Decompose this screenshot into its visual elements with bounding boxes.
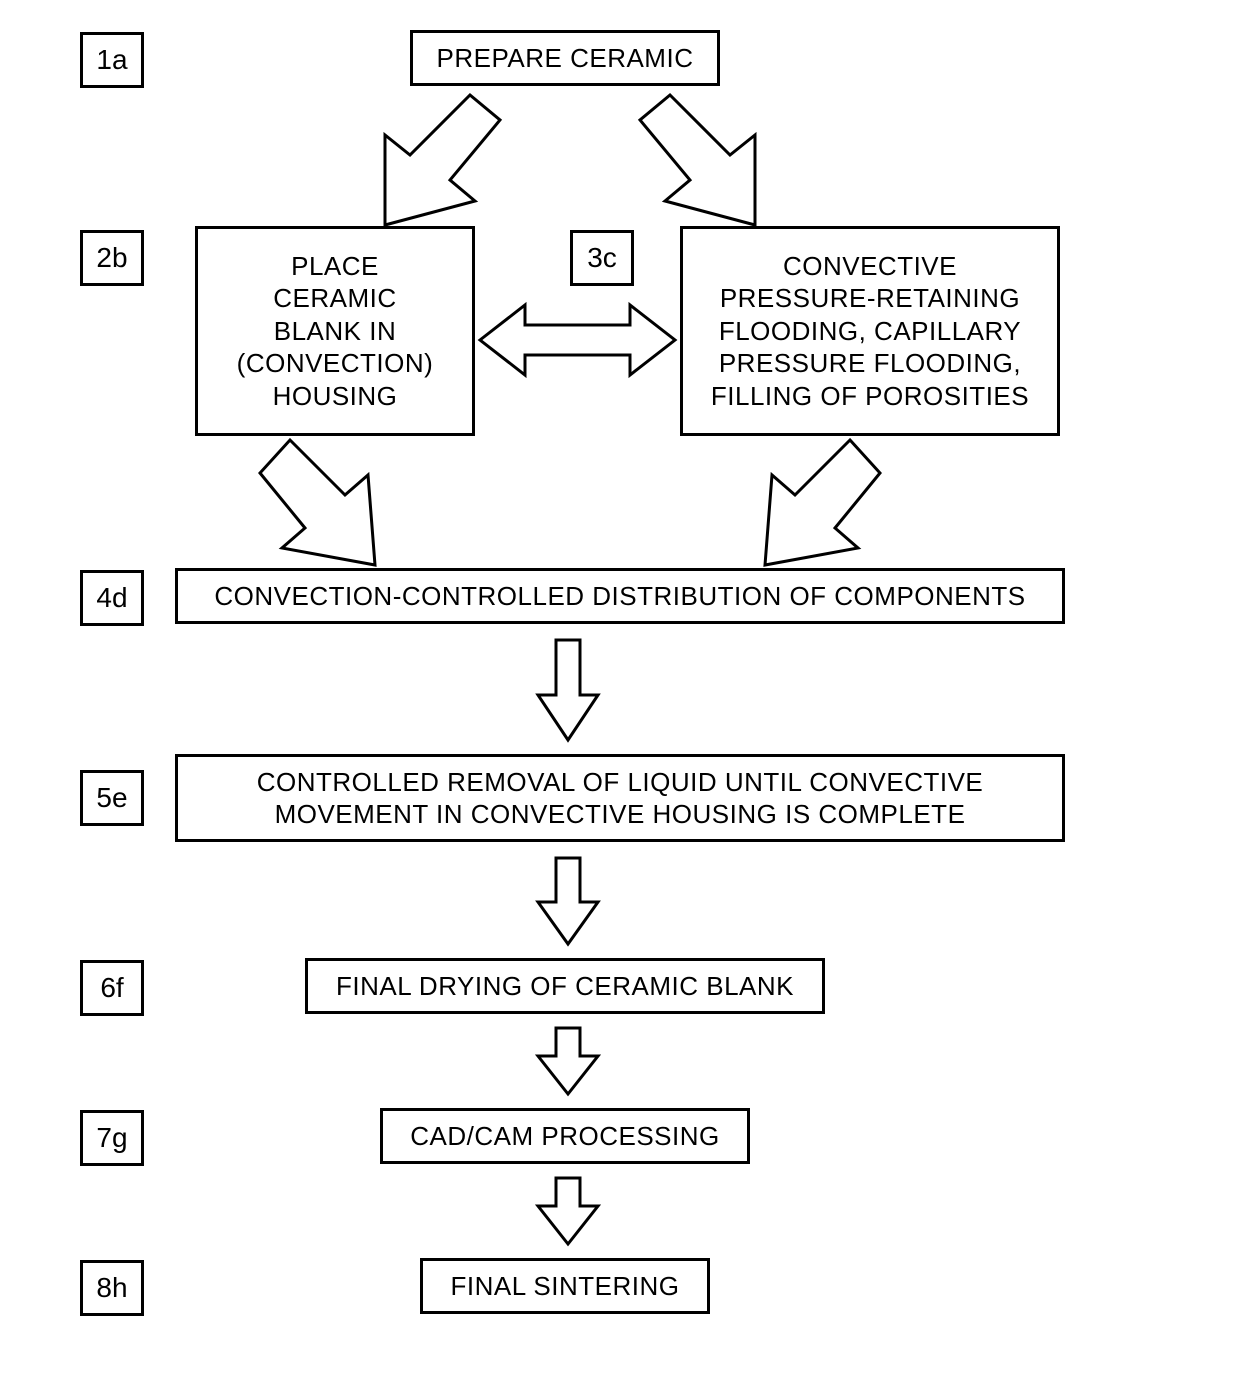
step-label-text: 6f xyxy=(100,972,123,1004)
step-label-text: 2b xyxy=(96,242,127,274)
node-text: PLACE CERAMIC BLANK IN (CONVECTION) HOUS… xyxy=(237,250,434,413)
step-label-7g: 7g xyxy=(80,1110,144,1166)
node-text: CONTROLLED REMOVAL OF LIQUID UNTIL CONVE… xyxy=(257,766,984,831)
node-text: CAD/CAM PROCESSING xyxy=(410,1120,720,1153)
step-label-text: 5e xyxy=(96,782,127,814)
arrow-e4 xyxy=(260,440,420,565)
node-cadcam: CAD/CAM PROCESSING xyxy=(380,1108,750,1164)
step-label-8h: 8h xyxy=(80,1260,144,1316)
step-label-4d: 4d xyxy=(80,570,144,626)
arrow-e7 xyxy=(538,858,598,944)
node-place-blank: PLACE CERAMIC BLANK IN (CONVECTION) HOUS… xyxy=(195,226,475,436)
step-label-text: 3c xyxy=(587,242,617,274)
node-text: CONVECTIVE PRESSURE-RETAINING FLOODING, … xyxy=(711,250,1029,413)
arrow-e2 xyxy=(620,95,820,225)
node-text: PREPARE CERAMIC xyxy=(437,42,694,75)
step-label-text: 4d xyxy=(96,582,127,614)
step-label-text: 7g xyxy=(96,1122,127,1154)
flowchart-canvas: 1a 2b 3c 4d 5e 6f 7g 8h PREPARE CERAMIC … xyxy=(0,0,1240,1382)
arrow-e1 xyxy=(320,95,520,225)
step-label-5e: 5e xyxy=(80,770,144,826)
node-sintering: FINAL SINTERING xyxy=(420,1258,710,1314)
arrow-e6 xyxy=(538,640,598,740)
arrow-e3 xyxy=(480,300,675,380)
node-drying: FINAL DRYING OF CERAMIC BLANK xyxy=(305,958,825,1014)
node-distribution: CONVECTION-CONTROLLED DISTRIBUTION OF CO… xyxy=(175,568,1065,624)
step-label-2b: 2b xyxy=(80,230,144,286)
step-label-1a: 1a xyxy=(80,32,144,88)
step-label-6f: 6f xyxy=(80,960,144,1016)
arrow-e5 xyxy=(720,440,880,565)
node-text: FINAL DRYING OF CERAMIC BLANK xyxy=(336,970,794,1003)
node-prepare-ceramic: PREPARE CERAMIC xyxy=(410,30,720,86)
arrow-e8 xyxy=(538,1028,598,1094)
step-label-3c: 3c xyxy=(570,230,634,286)
step-label-text: 1a xyxy=(96,44,127,76)
step-label-text: 8h xyxy=(96,1272,127,1304)
node-text: CONVECTION-CONTROLLED DISTRIBUTION OF CO… xyxy=(214,580,1025,613)
node-removal: CONTROLLED REMOVAL OF LIQUID UNTIL CONVE… xyxy=(175,754,1065,842)
arrow-e9 xyxy=(538,1178,598,1244)
node-convective-flooding: CONVECTIVE PRESSURE-RETAINING FLOODING, … xyxy=(680,226,1060,436)
node-text: FINAL SINTERING xyxy=(450,1270,679,1303)
